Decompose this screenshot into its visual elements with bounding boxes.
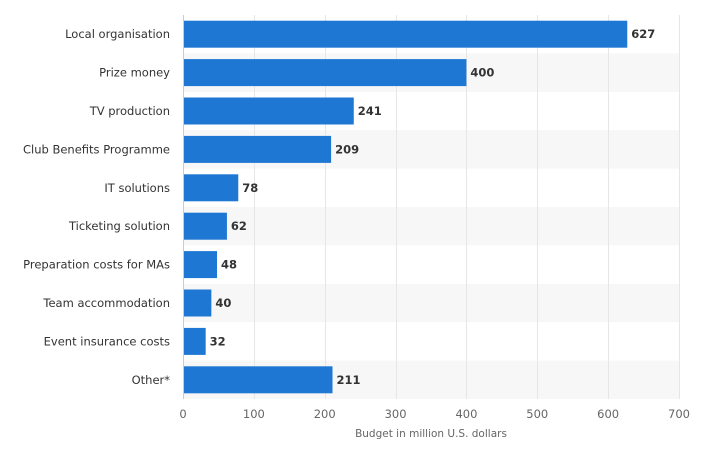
data-label: 62 (231, 219, 247, 233)
data-label: 209 (335, 142, 359, 156)
bar[interactable] (184, 366, 333, 394)
category-label: Event insurance costs (44, 334, 170, 348)
x-tick-label: 600 (597, 407, 619, 421)
bar[interactable] (184, 174, 239, 202)
bar-layer (184, 20, 628, 394)
category-label: Ticketing solution (68, 219, 170, 233)
bar[interactable] (184, 212, 227, 240)
x-tick-label: 100 (243, 407, 265, 421)
category-label: TV production (89, 104, 170, 118)
x-tick-label: 400 (455, 407, 477, 421)
value-label-layer: 627 400 241 209 78 62 48 40 32 211 (210, 27, 656, 387)
category-label-layer: Local organisation Prize money TV producti… (23, 27, 170, 387)
data-label: 48 (221, 258, 237, 272)
bar[interactable] (184, 289, 212, 317)
category-label: Club Benefits Programme (23, 142, 170, 156)
bar[interactable] (184, 59, 467, 87)
bar[interactable] (184, 327, 206, 355)
bar[interactable] (184, 20, 628, 48)
category-label: Prize money (99, 66, 170, 80)
category-label: Team accommodation (42, 296, 170, 310)
bar[interactable] (184, 97, 354, 125)
row-background (183, 207, 679, 246)
data-label: 241 (358, 104, 382, 118)
category-label: IT solutions (104, 181, 170, 195)
bar[interactable] (184, 251, 218, 279)
data-label: 400 (470, 66, 494, 80)
data-label: 40 (215, 296, 231, 310)
x-tick-label: 200 (314, 407, 336, 421)
data-label: 211 (337, 373, 361, 387)
x-tick-label: 300 (385, 407, 407, 421)
x-tick-label: 700 (668, 407, 690, 421)
category-label: Other* (132, 373, 171, 387)
bar[interactable] (184, 135, 332, 163)
x-tick-label: 0 (179, 407, 186, 421)
data-label: 627 (631, 27, 655, 41)
x-tick-label-layer: 0 100 200 300 400 500 600 700 (179, 407, 690, 421)
x-axis-title: Budget in million U.S. dollars (355, 428, 507, 440)
row-background (183, 283, 679, 323)
x-tick-label: 500 (526, 407, 548, 421)
category-label: Preparation costs for MAs (23, 258, 170, 272)
category-label: Local organisation (65, 27, 170, 41)
data-label: 32 (210, 334, 226, 348)
data-label: 78 (242, 181, 258, 195)
